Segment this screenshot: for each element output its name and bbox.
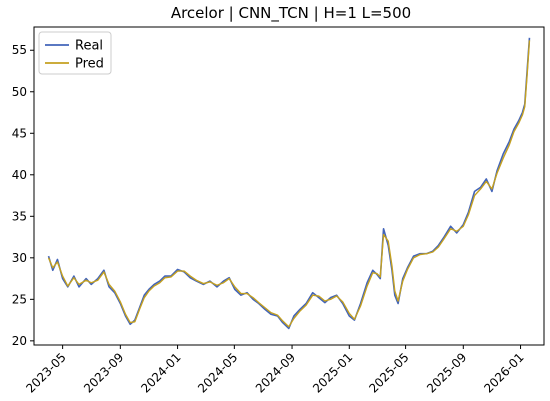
series-line-pred [47,40,531,328]
y-tick-label: 40 [12,168,27,182]
chart-title: Arcelor | CNN_TCN | H=1 L=500 [171,4,411,23]
series-line-real [47,37,531,330]
y-tick-label: 30 [12,251,27,265]
legend-label-pred: Pred [75,57,104,72]
y-tick-label: 35 [12,209,27,223]
x-tick-label: 2026-01 [481,350,526,395]
x-tick-label: 2024-09 [253,350,298,395]
x-tick-label: 2024-01 [138,350,183,395]
y-tick-label: 50 [12,85,27,99]
x-tick-label: 2024-05 [195,350,240,395]
x-tick-label: 2025-09 [424,350,469,395]
y-tick-label: 45 [12,126,27,140]
axes: 20 25 30 35 40 45 50 55 2023-05 2023-09 2024-01 202… [12,26,545,396]
legend: Real Pred [38,31,112,75]
x-tick-label: 2025-01 [310,350,355,395]
legend-label-real: Real [75,39,103,54]
y-tick-label: 20 [12,334,27,348]
y-tick-label: 25 [12,292,27,306]
plot-area [47,37,531,330]
y-tick-label: 55 [12,43,27,57]
x-tick-label: 2023-05 [23,350,68,395]
x-tick-label: 2023-09 [81,350,126,395]
axes-frame [33,26,545,346]
x-tick-label: 2025-05 [366,350,411,395]
